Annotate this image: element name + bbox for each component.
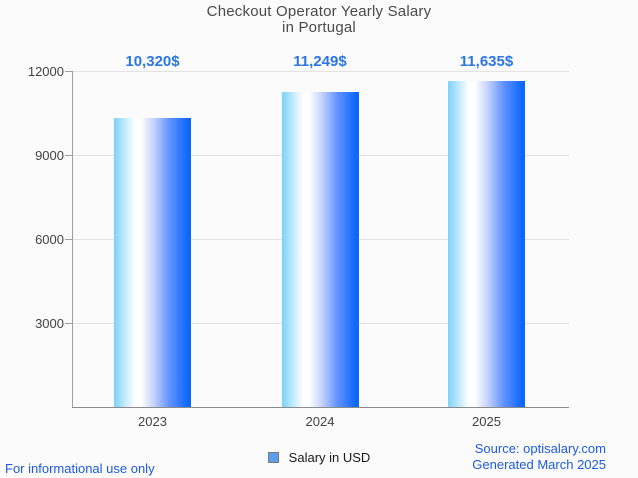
bar-value-label: 10,320$ (125, 53, 180, 70)
y-tick-label: 12000 (27, 64, 64, 79)
chart-title: Checkout Operator Yearly Salary in Portu… (0, 4, 638, 36)
x-tick-label: 2023 (138, 414, 167, 429)
chart-title-line2: in Portugal (282, 19, 356, 36)
gridline (72, 71, 569, 72)
y-tick-mark (65, 239, 72, 240)
legend: Salary in USD (0, 450, 638, 465)
x-tick-label: 2024 (305, 414, 335, 429)
legend-marker-icon (267, 452, 279, 463)
source-block: Source: optisalary.com Generated March 2… (472, 441, 606, 473)
salary-bar (281, 92, 359, 407)
y-tick-mark (65, 155, 72, 156)
salary-bar (114, 118, 191, 407)
y-tick-label: 6000 (35, 232, 64, 247)
source-link[interactable]: Source: optisalary.com (474, 441, 606, 456)
disclaimer-text: For informational use only (5, 461, 155, 476)
y-tick-label: 9000 (35, 148, 64, 163)
bar-value-label: 11,635$ (459, 53, 514, 70)
y-tick-label: 3000 (35, 316, 64, 331)
y-tick-mark (65, 71, 72, 72)
x-tick-label: 2025 (472, 414, 501, 429)
chart-title-line1: Checkout Operator Yearly Salary (206, 3, 432, 20)
x-axis-line (72, 407, 569, 408)
y-tick-mark (65, 323, 72, 324)
bar-value-label: 11,249$ (293, 53, 347, 70)
generated-date: Generated March 2025 (472, 457, 606, 472)
legend-label: Salary in USD (288, 450, 371, 465)
y-axis-line (72, 71, 73, 407)
salary-bar (448, 81, 525, 407)
